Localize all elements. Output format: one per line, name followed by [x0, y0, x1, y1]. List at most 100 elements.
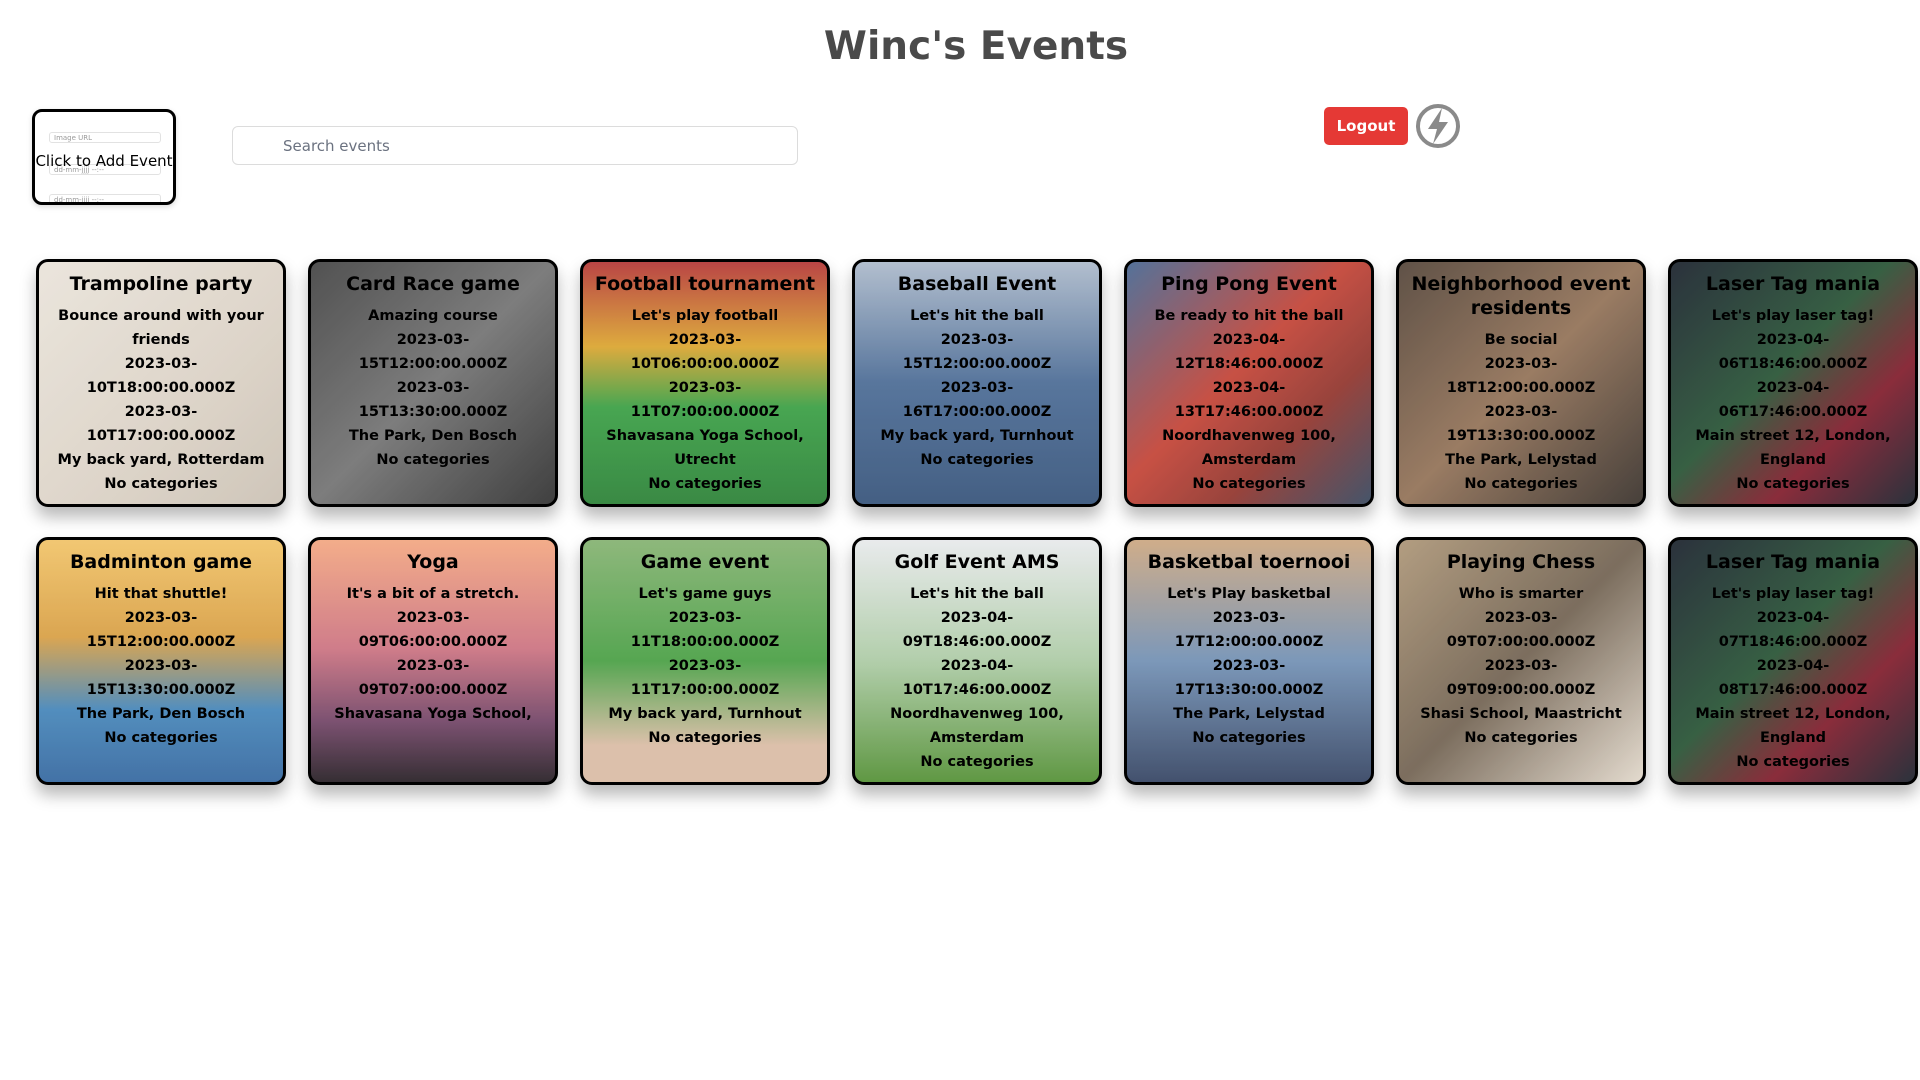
event-end: 2023-03-16T17:00:00.000Z	[902, 380, 1052, 420]
event-details: Be social 2023-03-18T12:00:00.000Z 2023-03…	[1417, 328, 1625, 496]
event-title: Ping Pong Event	[1161, 273, 1337, 295]
event-description: Be ready to hit the ball	[1154, 308, 1344, 324]
event-description: Let's play football	[631, 308, 779, 324]
event-description: Amazing course	[368, 308, 498, 324]
card-image-overlay	[1399, 262, 1643, 504]
event-location: My back yard, Turnhout	[608, 706, 802, 722]
event-description: Hit that shuttle!	[94, 586, 228, 602]
event-location: Main street 12, London, England	[1695, 706, 1891, 746]
card-image-overlay	[855, 540, 1099, 782]
event-description: Let's hit the ball	[910, 586, 1044, 602]
event-details: It's a bit of a stretch. 2023-03-09T06:00…	[329, 582, 537, 726]
card-image-overlay	[1127, 540, 1371, 782]
event-location: Noordhavenweg 100, Amsterdam	[1162, 428, 1336, 468]
event-categories: No categories	[104, 476, 218, 492]
event-card[interactable]: Badminton game Hit that shuttle! 2023-03-1…	[36, 537, 286, 785]
search-input[interactable]	[232, 126, 798, 165]
event-title: Playing Chess	[1446, 551, 1596, 573]
event-card[interactable]: Neighborhood event residents Be social 202…	[1396, 259, 1646, 507]
event-end: 2023-03-10T17:00:00.000Z	[86, 404, 236, 444]
event-location: Main street 12, London, England	[1695, 428, 1891, 468]
event-end: 2023-03-11T07:00:00.000Z	[630, 380, 780, 420]
event-end: 2023-03-11T17:00:00.000Z	[630, 658, 780, 698]
card-image-overlay	[855, 262, 1099, 504]
event-start: 2023-03-09T07:00:00.000Z	[1446, 610, 1596, 650]
card-image-overlay	[1399, 540, 1643, 782]
event-end: 2023-03-15T13:30:00.000Z	[358, 380, 508, 420]
card-image-overlay	[39, 540, 283, 782]
event-details: Let's game guys 2023-03-11T18:00:00.000Z 2…	[601, 582, 809, 750]
event-end: 2023-04-10T17:46:00.000Z	[902, 658, 1052, 698]
event-card[interactable]: Basketbal toernooi Let's Play basketbal 20…	[1124, 537, 1374, 785]
event-end: 2023-04-13T17:46:00.000Z	[1174, 380, 1324, 420]
event-card[interactable]: Football tournament Let's play football 20…	[580, 259, 830, 507]
event-location: Shasi School, Maastricht	[1420, 706, 1622, 722]
card-image-overlay	[583, 262, 827, 504]
event-location: The Park, Den Bosch	[76, 706, 246, 722]
event-card[interactable]: Playing Chess Who is smarter 2023-03-09T07…	[1396, 537, 1646, 785]
logout-button[interactable]: Logout	[1324, 107, 1408, 145]
start-date-field[interactable]: dd-mm-jjjj --:--	[49, 164, 161, 175]
event-location: The Park, Lelystad	[1445, 452, 1597, 468]
event-title: Laser Tag mania	[1705, 551, 1881, 573]
event-card[interactable]: Game event Let's game guys 2023-03-11T18:0…	[580, 537, 830, 785]
add-event-button[interactable]: Image URL dd-mm-jjjj --:-- dd-mm-jjjj --…	[32, 109, 176, 205]
event-details: Who is smarter 2023-03-09T07:00:00.000Z 20…	[1417, 582, 1625, 750]
event-card[interactable]: Trampoline party Bounce around with your …	[36, 259, 286, 507]
lightning-bolt-icon	[1416, 104, 1460, 148]
event-description: Let's hit the ball	[910, 308, 1044, 324]
event-start: 2023-03-10T18:00:00.000Z	[86, 356, 236, 396]
event-categories: No categories	[1192, 730, 1306, 746]
add-event-label: Click to Add Event	[35, 152, 173, 170]
event-categories: No categories	[104, 730, 218, 746]
card-image-overlay	[1671, 540, 1915, 782]
event-description: Be social	[1484, 332, 1558, 348]
event-categories: No categories	[1464, 730, 1578, 746]
event-start: 2023-03-17T12:00:00.000Z	[1174, 610, 1324, 650]
event-card[interactable]: Golf Event AMS Let's hit the ball 2023-04-…	[852, 537, 1102, 785]
event-categories: No categories	[920, 754, 1034, 770]
event-details: Let's play football 2023-03-10T06:00:00.0…	[601, 304, 809, 496]
event-details: Let's play laser tag! 2023-04-06T18:46:00…	[1689, 304, 1897, 496]
event-start: 2023-03-10T06:00:00.000Z	[630, 332, 780, 372]
event-end: 2023-03-09T09:00:00.000Z	[1446, 658, 1596, 698]
event-start: 2023-03-18T12:00:00.000Z	[1446, 356, 1596, 396]
event-description: Let's play laser tag!	[1711, 308, 1875, 324]
event-end: 2023-03-15T13:30:00.000Z	[86, 658, 236, 698]
event-title: Baseball Event	[897, 273, 1057, 295]
event-details: Let's Play basketbal 2023-03-17T12:00:00.…	[1145, 582, 1353, 750]
card-image-overlay	[39, 262, 283, 504]
event-location: Noordhavenweg 100, Amsterdam	[890, 706, 1064, 746]
event-categories: No categories	[376, 452, 490, 468]
event-title: Yoga	[407, 551, 459, 573]
event-title: Trampoline party	[69, 273, 253, 295]
event-location: The Park, Den Bosch	[348, 428, 518, 444]
card-image-overlay	[311, 262, 555, 504]
card-image-overlay	[311, 540, 555, 782]
event-details: Hit that shuttle! 2023-03-15T12:00:00.000…	[57, 582, 265, 750]
event-start: 2023-03-15T12:00:00.000Z	[358, 332, 508, 372]
event-description: Let's game guys	[638, 586, 772, 602]
event-start: 2023-03-15T12:00:00.000Z	[902, 332, 1052, 372]
event-categories: No categories	[1192, 476, 1306, 492]
event-details: Be ready to hit the ball 2023-04-12T18:46…	[1145, 304, 1353, 496]
event-categories: No categories	[648, 476, 762, 492]
event-location: The Park, Lelystad	[1173, 706, 1325, 722]
event-end: 2023-03-09T07:00:00.000Z	[358, 658, 508, 698]
event-card[interactable]: Yoga It's a bit of a stretch. 2023-03-09T0…	[308, 537, 558, 785]
event-details: Amazing course 2023-03-15T12:00:00.000Z 20…	[329, 304, 537, 472]
event-card[interactable]: Ping Pong Event Be ready to hit the ball 2…	[1124, 259, 1374, 507]
event-location: Shavasana Yoga School,	[334, 706, 532, 722]
event-details: Let's hit the ball 2023-03-15T12:00:00.00…	[873, 304, 1081, 472]
event-title: Neighborhood event residents	[1411, 273, 1631, 319]
image-url-field[interactable]: Image URL	[49, 132, 161, 143]
event-description: Bounce around with your friends	[58, 308, 264, 348]
event-end: 2023-04-06T17:46:00.000Z	[1718, 380, 1868, 420]
event-start: 2023-04-12T18:46:00.000Z	[1174, 332, 1324, 372]
event-card[interactable]: Laser Tag mania Let's play laser tag! 2023…	[1668, 259, 1918, 507]
event-title: Golf Event AMS	[894, 551, 1060, 573]
end-date-field[interactable]: dd-mm-jjjj --:--	[49, 194, 161, 202]
event-card[interactable]: Baseball Event Let's hit the ball 2023-03-…	[852, 259, 1102, 507]
event-card[interactable]: Card Race game Amazing course 2023-03-15T1…	[308, 259, 558, 507]
event-card[interactable]: Laser Tag mania Let's play laser tag! 2023…	[1668, 537, 1918, 785]
